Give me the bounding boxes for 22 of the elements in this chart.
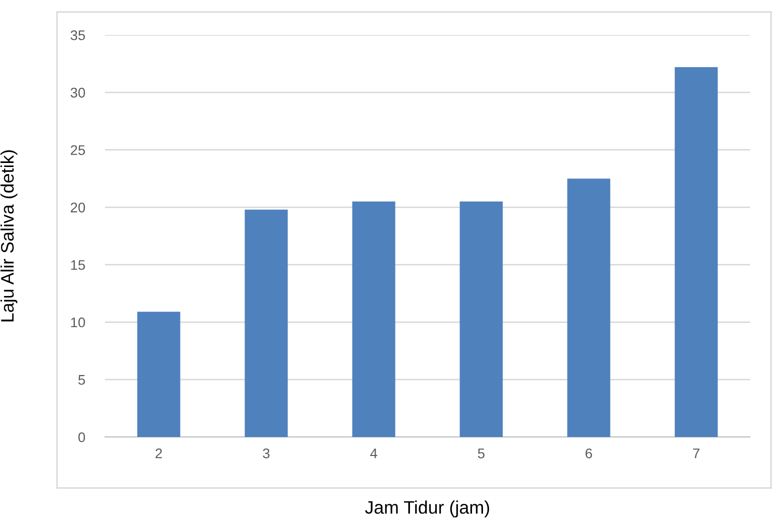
bar: [244, 210, 288, 437]
x-tick-label: 2: [156, 448, 162, 458]
x-axis-title: Jam Tidur (jam): [365, 500, 490, 518]
x-tick-label: 4: [370, 448, 378, 458]
y-tick-label: 30: [70, 88, 86, 98]
x-tick-label: 3: [262, 448, 270, 458]
x-tick-label: 6: [586, 448, 592, 458]
y-tick-label: 35: [70, 30, 85, 40]
y-tick-label: 20: [70, 202, 86, 212]
y-tick-label: 0: [78, 432, 86, 442]
y-tick-label: 25: [70, 145, 85, 156]
x-tick-label: 5: [478, 448, 485, 458]
y-tick-label: 5: [78, 375, 85, 385]
x-tick-label: 7: [693, 448, 700, 458]
bar: [567, 178, 610, 437]
bar: [460, 202, 503, 437]
y-axis-title: Laju Alir Saliva (detik): [0, 150, 18, 322]
bar: [137, 312, 180, 437]
y-tick-label: 10: [71, 317, 86, 328]
y-tick-label: 15: [71, 260, 85, 270]
bar: [352, 202, 396, 437]
bar: [674, 67, 718, 437]
